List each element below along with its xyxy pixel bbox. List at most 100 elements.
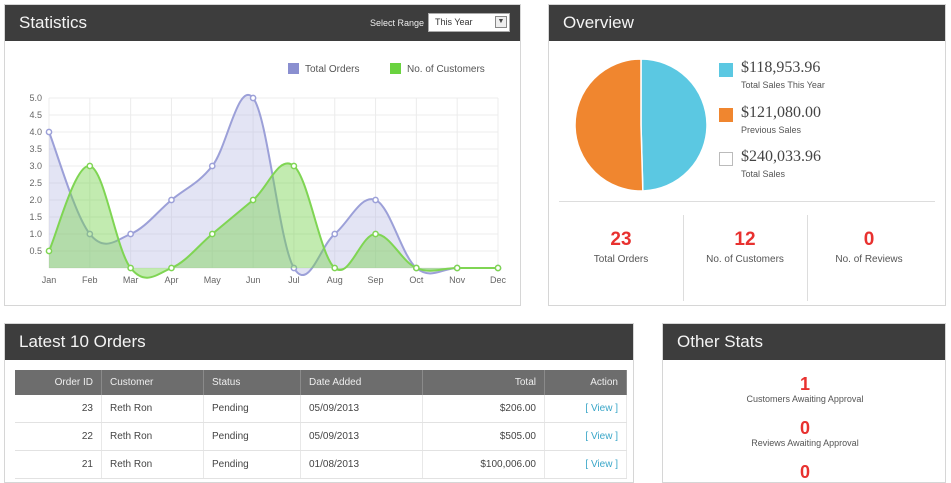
order-customer: Reth Ron bbox=[101, 422, 204, 451]
y-tick-label: 4.0 bbox=[29, 127, 42, 137]
data-point-total-orders[interactable] bbox=[249, 94, 257, 102]
col-date-added[interactable]: Date Added bbox=[300, 370, 423, 395]
sales-pie-chart bbox=[574, 58, 708, 192]
view-order-link[interactable]: [ View ] bbox=[585, 459, 618, 470]
x-tick-label: Mar bbox=[123, 275, 139, 285]
data-point-total-orders[interactable] bbox=[290, 264, 298, 272]
stat-customers-awaiting-value: 1 bbox=[799, 374, 810, 394]
x-axis-labels: Jan Feb Mar Apr May Jun Jul Aug Sep Oct Nov Dec bbox=[42, 275, 507, 285]
x-tick-label: Dec bbox=[490, 275, 507, 285]
total-sales-caption: Total Sales bbox=[741, 169, 786, 179]
legend-swatch-total-orders bbox=[288, 63, 299, 74]
table-row: 21 Reth Ron Pending 01/08/2013 $100,006.… bbox=[15, 450, 627, 479]
stat-customers-awaiting-label: Customers Awaiting Approval bbox=[746, 394, 864, 404]
y-tick-label: 3.5 bbox=[29, 144, 42, 154]
data-point-total-orders[interactable] bbox=[208, 162, 216, 170]
order-action-cell: [ View ] bbox=[544, 395, 627, 423]
metric-reviews-label: No. of Reviews bbox=[835, 254, 903, 265]
range-select[interactable]: This Year ▼ bbox=[428, 13, 510, 32]
y-tick-label: 2.5 bbox=[29, 178, 42, 188]
legend-swatch-customers bbox=[390, 63, 401, 74]
data-point-customers[interactable] bbox=[45, 247, 53, 255]
orders-table-header: Order ID Customer Status Date Added Tota… bbox=[15, 370, 627, 395]
legend-total-orders: Total Orders bbox=[288, 63, 359, 75]
y-axis-labels: 0.5 1.0 1.5 2.0 2.5 3.0 3.5 4.0 4.5 5.0 bbox=[29, 93, 42, 256]
y-tick-label: 5.0 bbox=[29, 93, 42, 103]
metric-total-orders-label: Total Orders bbox=[593, 254, 649, 265]
col-action[interactable]: Action bbox=[544, 370, 627, 395]
chart-grid bbox=[48, 97, 499, 269]
x-tick-label: Feb bbox=[82, 275, 98, 285]
x-tick-label: Oct bbox=[409, 275, 424, 285]
data-point-total-orders[interactable] bbox=[127, 230, 134, 238]
data-point-total-orders[interactable] bbox=[45, 128, 53, 136]
data-point-customers[interactable] bbox=[290, 162, 298, 170]
col-customer[interactable]: Customer bbox=[101, 370, 204, 395]
metric-divider bbox=[807, 215, 808, 301]
order-action-cell: [ View ] bbox=[544, 450, 627, 479]
other-stats-title: Other Stats bbox=[677, 332, 763, 351]
other-stats-header: Other Stats bbox=[663, 324, 945, 360]
legend-label-total-orders: Total Orders bbox=[305, 64, 360, 75]
data-point-total-orders[interactable] bbox=[372, 196, 379, 204]
metric-total-orders: 23 Total Orders bbox=[559, 229, 683, 265]
x-tick-label: May bbox=[204, 275, 222, 285]
sales-this-year-caption: Total Sales This Year bbox=[741, 80, 825, 90]
data-point-customers[interactable] bbox=[413, 264, 420, 272]
x-tick-label: Apr bbox=[164, 275, 178, 285]
data-point-customers[interactable] bbox=[453, 264, 461, 272]
x-tick-label: Sep bbox=[368, 275, 384, 285]
select-range-label: Select Range bbox=[369, 18, 424, 28]
previous-sales-caption: Previous Sales bbox=[741, 125, 802, 135]
data-point-total-orders[interactable] bbox=[86, 230, 94, 238]
x-tick-label: Nov bbox=[449, 275, 466, 285]
col-status[interactable]: Status bbox=[203, 370, 301, 395]
data-point-customers[interactable] bbox=[494, 264, 502, 272]
metric-reviews: 0 No. of Reviews bbox=[807, 229, 931, 265]
col-total[interactable]: Total bbox=[422, 370, 545, 395]
y-tick-label: 1.5 bbox=[29, 212, 42, 222]
data-point-customers[interactable] bbox=[249, 196, 257, 204]
view-order-link[interactable]: [ View ] bbox=[585, 431, 618, 442]
order-date: 05/09/2013 bbox=[300, 395, 423, 423]
stat-customers-awaiting: 1 Customers Awaiting Approval bbox=[663, 374, 945, 404]
data-point-customers[interactable] bbox=[331, 264, 339, 272]
data-point-customers[interactable] bbox=[127, 264, 134, 272]
latest-orders-title: Latest 10 Orders bbox=[19, 332, 146, 351]
metric-customers-value: 12 bbox=[734, 229, 756, 250]
order-status: Pending bbox=[203, 450, 301, 479]
y-tick-label: 3.0 bbox=[29, 161, 42, 171]
col-order-id[interactable]: Order ID bbox=[15, 370, 102, 395]
data-point-total-orders[interactable] bbox=[331, 230, 339, 238]
data-point-customers[interactable] bbox=[372, 230, 379, 238]
order-customer: Reth Ron bbox=[101, 450, 204, 479]
statistics-panel: Statistics Select Range This Year ▼ Tota… bbox=[4, 4, 521, 306]
pie-slice[interactable] bbox=[574, 58, 644, 192]
data-point-customers[interactable] bbox=[208, 230, 216, 238]
y-tick-label: 0.5 bbox=[29, 246, 42, 256]
data-point-customers[interactable] bbox=[168, 264, 175, 272]
y-tick-label: 2.0 bbox=[29, 195, 42, 205]
legend-swatch-previous bbox=[719, 108, 733, 122]
overview-divider bbox=[559, 201, 935, 202]
x-tick-label: Jun bbox=[246, 275, 261, 285]
pie-slice[interactable] bbox=[640, 58, 708, 192]
order-action-cell: [ View ] bbox=[544, 422, 627, 451]
overview-title: Overview bbox=[563, 13, 634, 32]
y-tick-label: 1.0 bbox=[29, 229, 42, 239]
order-id: 22 bbox=[15, 422, 102, 451]
order-total: $100,006.00 bbox=[422, 450, 545, 479]
data-point-customers[interactable] bbox=[86, 162, 94, 170]
order-total: $505.00 bbox=[422, 422, 545, 451]
statistics-chart: 0.5 1.0 1.5 2.0 2.5 3.0 3.5 4.0 4.5 5.0 Jan Feb Mar A… bbox=[29, 93, 507, 285]
chevron-down-icon[interactable]: ▼ bbox=[495, 16, 507, 28]
data-point-total-orders[interactable] bbox=[168, 196, 175, 204]
y-tick-label: 4.5 bbox=[29, 110, 42, 120]
legend-customers: No. of Customers bbox=[390, 63, 485, 75]
order-date: 01/08/2013 bbox=[300, 450, 423, 479]
view-order-link[interactable]: [ View ] bbox=[585, 403, 618, 414]
table-row: 23 Reth Ron Pending 05/09/2013 $206.00 [… bbox=[15, 395, 627, 423]
stat-reviews-awaiting-label: Reviews Awaiting Approval bbox=[751, 438, 859, 448]
series-customers bbox=[45, 162, 502, 279]
sales-this-year-amount: $118,953.96 bbox=[741, 59, 821, 76]
